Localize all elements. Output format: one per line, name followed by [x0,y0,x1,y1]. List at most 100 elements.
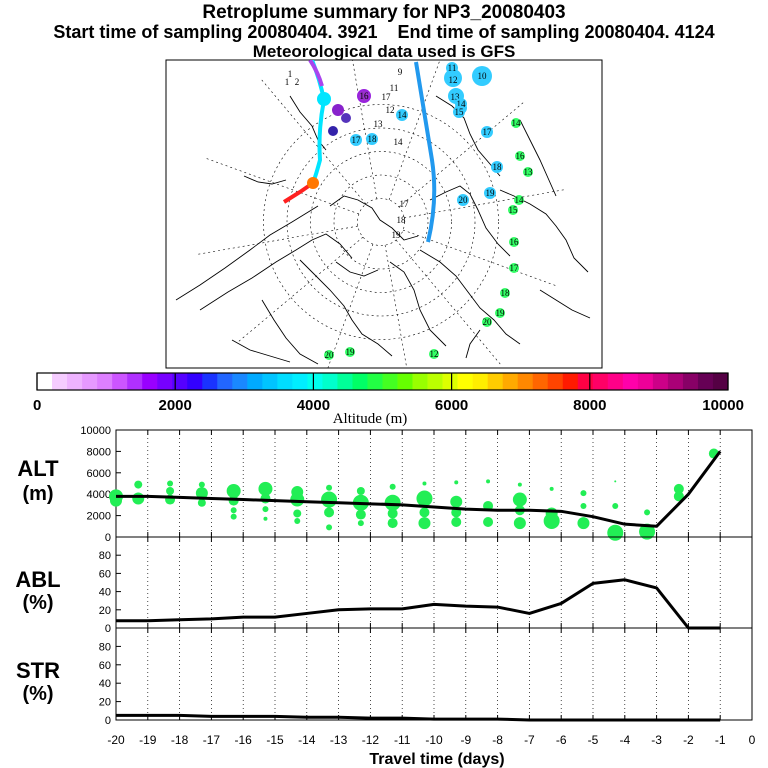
colorbar-swatch [607,373,624,390]
start-time-label: Start time of sampling 20080404. 3921 [53,22,378,42]
altitude-point [326,524,333,531]
day-label: 14 [512,118,522,128]
panel-frame [115,536,753,629]
colorbar-tick-label: 6000 [435,397,468,414]
day-marker [515,151,525,161]
colorbar-swatch [472,373,488,390]
day-marker [345,347,355,357]
day-label: 18 [397,215,407,225]
x-axis-label: Travel time (days) [369,751,504,768]
day-label: 14 [457,99,467,109]
y-tick-label: 0 [105,623,111,635]
panel-abl: 0 20 40 60 80 ABL(%) [15,536,753,635]
x-tick-label: -15 [266,733,284,747]
x-tick-label: -14 [298,733,316,747]
colorbar-swatch [232,373,248,390]
x-tick-label: -17 [203,733,221,747]
colorbar-swatch [322,373,338,390]
altitude-point [321,491,338,508]
day-label: 17 [352,135,362,145]
latitude-circle [263,104,499,340]
colorbar-swatch [517,373,534,390]
coastline-segment [243,175,287,185]
altitude-point [450,495,463,508]
series-line-str [116,713,721,722]
altitude-point [614,480,617,483]
panel-label: ALT [17,456,59,481]
origin-marker [307,177,319,189]
day-label: 11 [390,83,399,93]
day-marker [511,118,521,128]
day-label: 19 [496,308,506,318]
altitude-point [198,481,205,488]
day-marker [484,187,496,199]
y-tick-label: 8000 [87,446,111,458]
day-marker [523,167,533,177]
coastline-segment [329,195,419,241]
altitude-point [166,486,175,495]
x-tick-label: -20 [107,733,125,747]
y-tick-label: 4000 [87,489,111,501]
day-label: 19 [346,347,356,357]
altitude-point [580,502,587,509]
coastline-segment [519,119,557,197]
colorbar-swatch [667,373,684,390]
coastline-segment [175,205,319,301]
colorbar-swatch [592,373,609,390]
x-tick-label: -8 [492,733,503,747]
altitude-point [262,506,269,513]
colorbar-swatch [112,373,128,390]
colorbar-swatch [157,373,173,390]
x-tick-label: -13 [330,733,348,747]
altitude-point [384,494,401,511]
day-label: 14 [394,137,404,147]
day-label: 13 [451,92,461,102]
day-label: 16 [516,151,526,161]
altitude-point [451,517,462,528]
day-label: 18 [493,162,503,172]
day-label: 14 [515,195,525,205]
day-label: 17 [483,127,493,137]
colorbar-swatch [172,373,188,390]
day-marker [482,317,492,327]
y-tick-label: 0 [105,532,111,544]
day-label: 16 [510,237,520,247]
altitude-point [418,517,431,530]
colorbar-swatch [502,373,518,390]
series-line-abl [116,578,721,630]
day-label: 16 [360,91,370,101]
map-frame [165,59,603,369]
altitude-point [197,498,206,507]
y-tick-label: 20 [99,605,111,617]
day-marker [495,308,505,318]
x-tick-label: -4 [619,733,630,747]
y-tick-label: 40 [99,587,111,599]
day-marker [500,288,510,298]
colorbar-tick-label: 8000 [573,397,606,414]
altitude-point [230,507,237,514]
day-marker [324,350,334,360]
day-label: 19 [486,188,496,198]
altitude-point [580,490,587,497]
day-label: 20 [325,350,335,360]
altitude-point [673,491,684,502]
altitude-point [387,518,398,529]
altitude-point [387,508,398,519]
day-marker [429,349,439,359]
colorbar-swatch [622,373,639,390]
panel-str: 0 20 40 60 80 STR(%) [16,627,753,727]
panel-unit-label: (%) [22,592,53,614]
day-label: 14 [398,110,408,120]
colorbar-swatch [37,373,53,390]
day-label: 13 [374,119,384,129]
day-marker [476,70,488,82]
colorbar-swatch [292,373,308,390]
day-label: 13 [524,167,534,177]
colorbar-swatch [577,373,594,390]
altitude-point [454,480,459,485]
altitude-point [294,517,301,524]
colorbar-swatch [457,373,473,390]
colorbar-swatch [262,373,278,390]
